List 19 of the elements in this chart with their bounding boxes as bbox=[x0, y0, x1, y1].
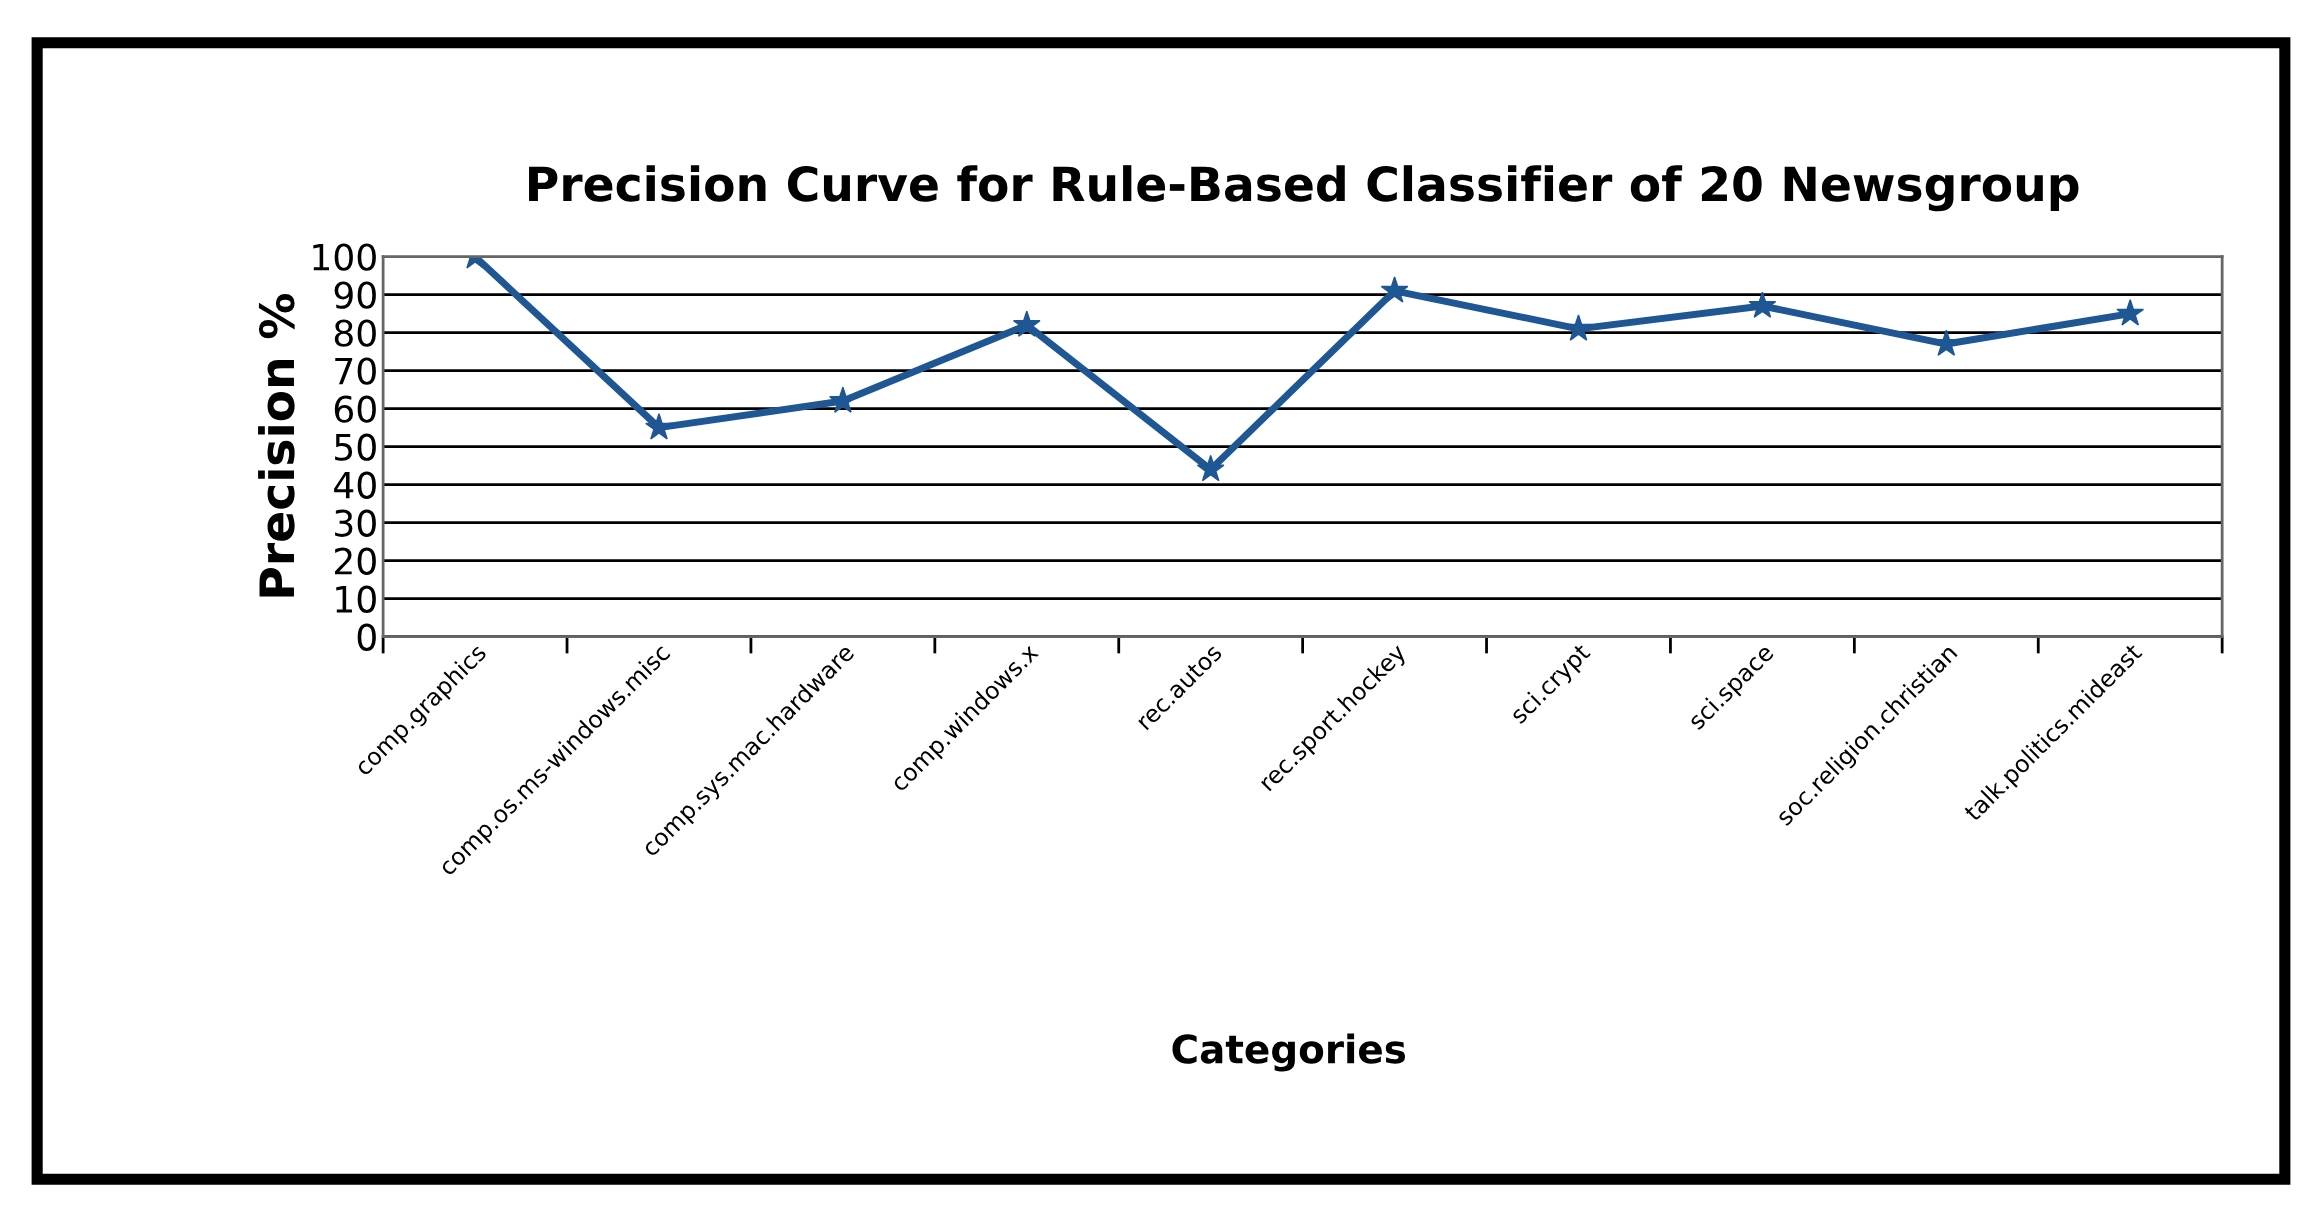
point bbox=[645, 413, 673, 440]
y-tick-label: 20 bbox=[334, 547, 376, 575]
y-tick-label: 80 bbox=[334, 319, 376, 347]
y-tick-label: 50 bbox=[335, 433, 376, 461]
x-axis-title: Categories bbox=[1172, 1033, 1406, 1072]
chart-title: Precision Curve for Rule-Based Classifier of 20 Newsgroup bbox=[529, 165, 2079, 212]
point bbox=[1380, 276, 1409, 303]
y-tick-label: 30 bbox=[335, 509, 376, 537]
point bbox=[2116, 299, 2145, 326]
y-tick-label: 70 bbox=[335, 357, 376, 385]
y-tick-label: 10 bbox=[336, 585, 376, 613]
y-tick-label: 40 bbox=[334, 471, 376, 499]
point bbox=[1012, 310, 1041, 337]
y-tick-label: 60 bbox=[334, 395, 376, 423]
y-tick-label: 100 bbox=[313, 243, 376, 271]
point bbox=[1196, 454, 1225, 482]
y-axis-title: Precision % bbox=[258, 294, 295, 597]
y-tick-label: 90 bbox=[334, 281, 376, 309]
point bbox=[1748, 291, 1777, 318]
